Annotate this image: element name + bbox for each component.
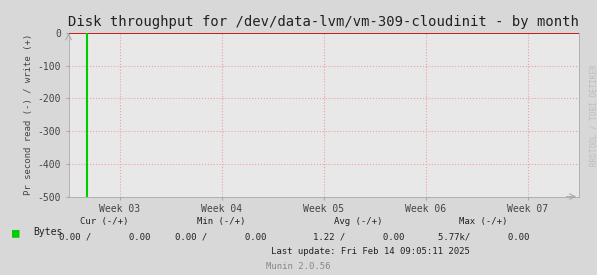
Text: Bytes: Bytes bbox=[33, 227, 62, 237]
Text: Avg (-/+): Avg (-/+) bbox=[334, 217, 383, 226]
Text: 0.00 /       0.00: 0.00 / 0.00 bbox=[59, 232, 150, 241]
Y-axis label: Pr second read (-) / write (+): Pr second read (-) / write (+) bbox=[24, 34, 33, 196]
Title: Disk throughput for /dev/data-lvm/vm-309-cloudinit - by month: Disk throughput for /dev/data-lvm/vm-309… bbox=[69, 15, 579, 29]
Text: Min (-/+): Min (-/+) bbox=[196, 217, 245, 226]
Text: Cur (-/+): Cur (-/+) bbox=[80, 217, 129, 226]
Text: 1.22 /       0.00: 1.22 / 0.00 bbox=[312, 232, 404, 241]
Text: Last update: Fri Feb 14 09:05:11 2025: Last update: Fri Feb 14 09:05:11 2025 bbox=[270, 247, 470, 255]
Text: 0.00 /       0.00: 0.00 / 0.00 bbox=[175, 232, 267, 241]
Text: 5.77k/       0.00: 5.77k/ 0.00 bbox=[438, 232, 530, 241]
Text: Max (-/+): Max (-/+) bbox=[459, 217, 508, 226]
Text: RRDTOOL / TOBI OETIKER: RRDTOOL / TOBI OETIKER bbox=[589, 65, 597, 166]
Text: Munin 2.0.56: Munin 2.0.56 bbox=[266, 262, 331, 271]
Text: ■: ■ bbox=[12, 226, 20, 239]
